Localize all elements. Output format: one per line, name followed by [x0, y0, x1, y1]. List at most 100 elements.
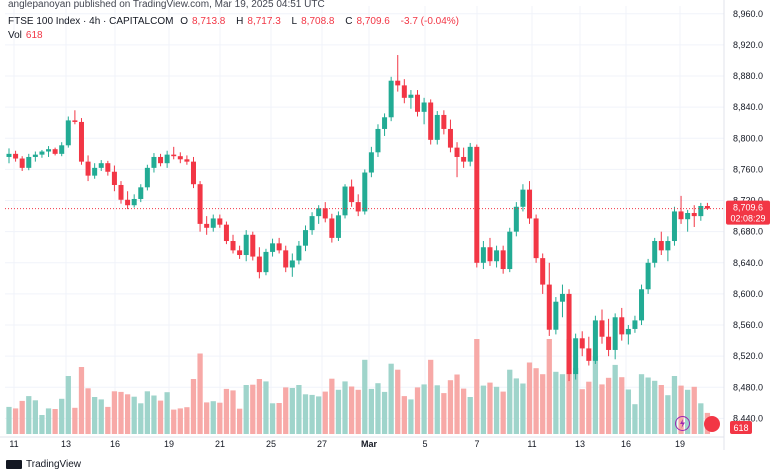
candle-body [39, 151, 45, 155]
volume-bar [184, 407, 190, 434]
candle-body [296, 245, 302, 261]
candle-body [92, 167, 98, 176]
candle-body [513, 206, 519, 232]
candle-body [678, 211, 684, 220]
volume-bar [467, 397, 473, 434]
candle-body [118, 184, 124, 200]
volume-bar [302, 394, 309, 434]
volume-bar [632, 404, 638, 434]
volume-bar [243, 385, 249, 434]
candle-body [639, 289, 645, 321]
candle-body [652, 241, 658, 263]
volume-bar [283, 387, 289, 434]
y-tick-label: 8,560.0 [733, 320, 763, 330]
volume-bar [329, 378, 335, 434]
volume-bar [256, 379, 263, 434]
volume-bar [388, 363, 394, 434]
volume-bar [658, 385, 664, 434]
volume-bar [619, 377, 625, 434]
volume-bar [375, 383, 381, 434]
vol-value: 618 [25, 30, 43, 41]
y-tick-label: 8,880.0 [733, 71, 763, 81]
volume-bar [131, 396, 137, 434]
candle-body [586, 348, 592, 361]
volume-bar [513, 378, 519, 434]
economic-event-icon[interactable] [704, 416, 720, 432]
candle-body [566, 293, 572, 375]
candle-body [309, 216, 315, 231]
volume-bar [223, 388, 230, 434]
candle-body [13, 153, 19, 159]
tradingview-logo-icon [6, 460, 22, 469]
volume-bar [157, 400, 164, 434]
tradingview-logo[interactable]: TradingView [6, 459, 81, 470]
volume-bar [322, 391, 328, 434]
volume-bar [111, 391, 118, 434]
candle-body [461, 156, 467, 162]
candle-body [329, 218, 335, 238]
volume-bar [533, 368, 539, 434]
candle-body [454, 147, 460, 157]
volume-bar [507, 369, 513, 434]
volume-bar [685, 389, 691, 434]
candle-body [177, 156, 183, 160]
candle-body [619, 317, 625, 335]
volume-bar [72, 407, 78, 434]
lightning-icon[interactable] [675, 416, 690, 431]
volume-bar [26, 396, 32, 434]
y-tick-label: 8,840.0 [733, 102, 763, 112]
candle-body [6, 153, 12, 157]
x-tick-label: 13 [61, 439, 71, 449]
candle-body [322, 208, 328, 219]
candle-body [645, 262, 651, 290]
candle-body [355, 202, 361, 212]
y-tick-label: 8,480.0 [733, 382, 763, 392]
volume-bar [98, 399, 104, 434]
candle-body [395, 80, 401, 86]
y-tick-label: 8,440.0 [733, 413, 763, 423]
candle-body [171, 154, 177, 157]
volume-bar [296, 385, 302, 434]
volume-bar [250, 384, 256, 434]
volume-bar [559, 374, 566, 434]
x-tick-label: 16 [110, 439, 120, 449]
candle-body [500, 250, 506, 270]
volume-bar [605, 377, 612, 434]
candle-body [592, 320, 598, 361]
volume-bar [408, 399, 414, 434]
candle-body [223, 224, 229, 242]
vol-label: Vol [8, 30, 22, 41]
candle-body [217, 218, 223, 225]
volume-bar [105, 406, 111, 434]
candle-body [131, 198, 137, 206]
candle-body [375, 128, 381, 153]
volume-bar [276, 403, 282, 434]
candle-body [494, 250, 500, 262]
candle-body [382, 117, 388, 129]
candle-body [447, 128, 453, 148]
candle-body [72, 120, 78, 122]
candle-body [256, 256, 262, 273]
candle-body [704, 205, 710, 209]
volume-bar [500, 391, 506, 434]
volume-bar [151, 395, 157, 434]
candle-body [46, 149, 52, 152]
candle-body [65, 120, 71, 146]
volume-bar [441, 393, 447, 434]
candle-body [665, 241, 671, 251]
volume-bar [171, 409, 177, 434]
x-tick-label: 11 [527, 439, 536, 449]
candle-body [428, 102, 434, 140]
volume-bar [335, 389, 342, 434]
volume-bar [540, 374, 546, 434]
candle-body [520, 189, 526, 207]
volume-bar [414, 387, 421, 434]
price-tag-bg [726, 200, 770, 225]
close-label: C [345, 16, 353, 27]
x-tick-label: 19 [675, 439, 685, 449]
candle-body [487, 247, 493, 262]
candle-body [197, 184, 203, 224]
x-tick-label: 27 [317, 439, 327, 449]
candle-body [527, 189, 533, 219]
